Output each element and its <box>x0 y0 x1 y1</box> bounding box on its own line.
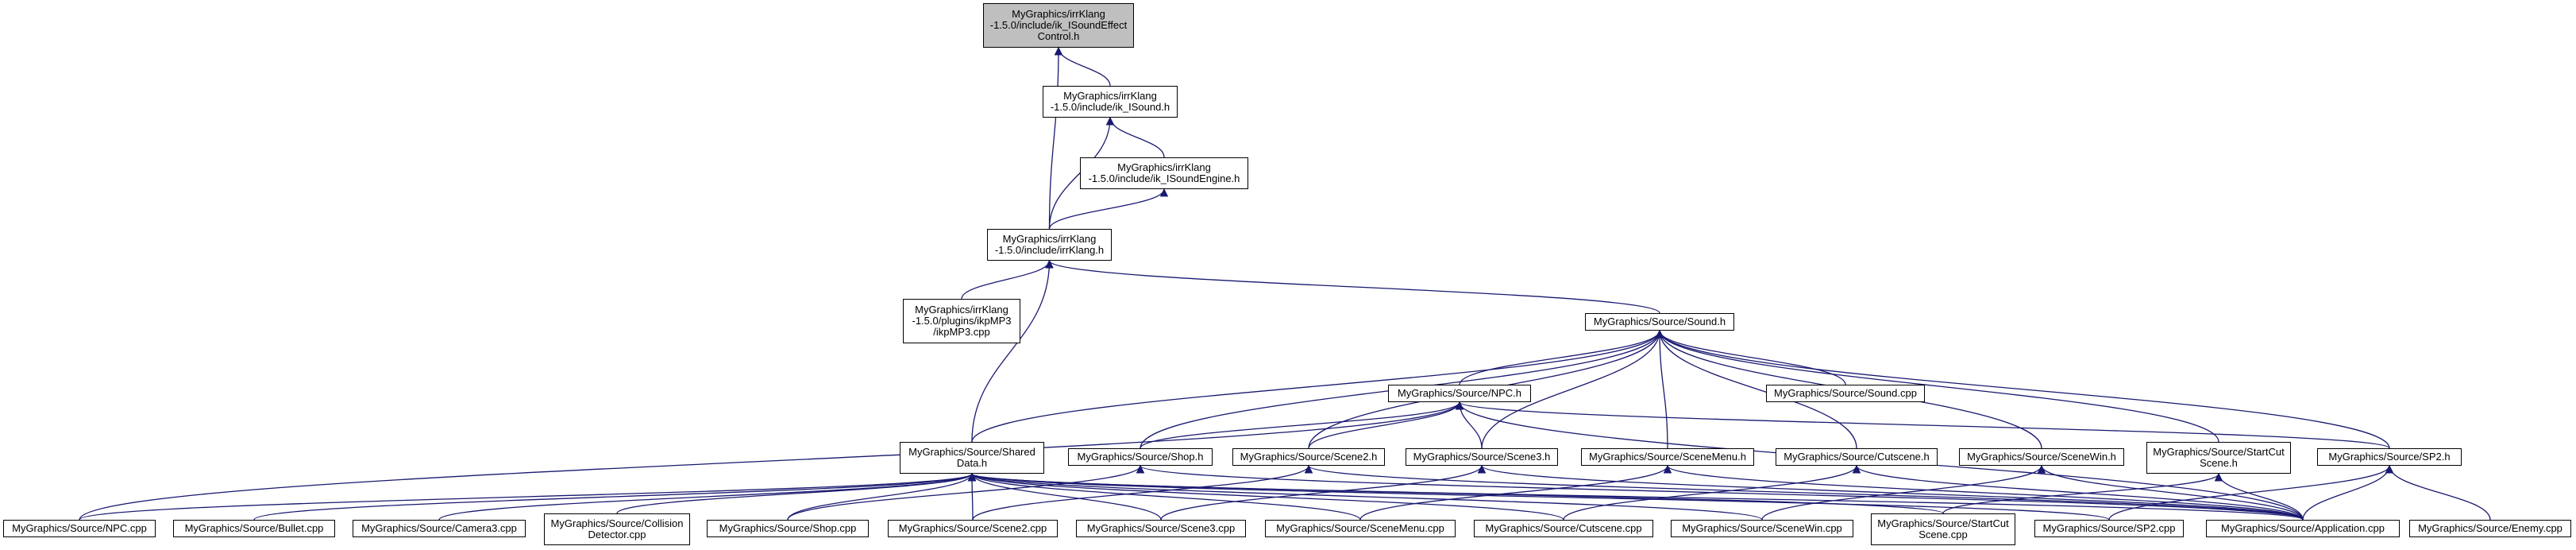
edge-n16-to-n5 <box>1655 329 2390 449</box>
node-sound-h[interactable]: MyGraphics/Source/Sound.h <box>1585 313 1734 331</box>
edge-n17-to-n7 <box>79 401 1463 521</box>
node-shareddata-h[interactable]: MyGraphics/Source/Shared Data.h <box>900 442 1044 474</box>
node-scenewin-h[interactable]: MyGraphics/Source/SceneWin.h <box>1959 448 2124 466</box>
edge-n26-to-n14 <box>1761 464 2046 521</box>
node-startcutscene-cpp[interactable]: MyGraphics/Source/StartCut Scene.cpp <box>1871 513 2015 545</box>
edge-n15-to-n5 <box>1655 329 2219 443</box>
node-collisiondetector-cpp[interactable]: MyGraphics/Source/Collision Detector.cpp <box>544 513 690 545</box>
edge-n6-to-n5 <box>971 329 1664 443</box>
edge-n29-to-n10 <box>1305 464 2304 521</box>
node-irrklang-h[interactable]: MyGraphics/irrKlang -1.5.0/include/irrKl… <box>987 229 1112 261</box>
edge-n7-to-n5 <box>1459 329 1664 385</box>
edge-n22-to-n6 <box>967 472 977 521</box>
edge-n23-to-n11 <box>1160 464 1487 521</box>
edge-n29-to-n13 <box>1852 464 2304 521</box>
edge-n4-to-n3 <box>961 259 1054 300</box>
edge-n24-to-n12 <box>1359 464 1672 521</box>
edge-n12-to-n5 <box>1655 329 1668 449</box>
edge-n25-to-n6 <box>968 472 1564 521</box>
node-startcutscene-h[interactable]: MyGraphics/Source/StartCut Scene.h <box>2146 442 2291 474</box>
node-npc-h[interactable]: MyGraphics/Source/NPC.h <box>1388 385 1531 402</box>
edge-n3-to-n1 <box>1048 116 1115 230</box>
edge-n26-to-n6 <box>968 472 1763 521</box>
node-cutscene-h[interactable]: MyGraphics/Source/Cutscene.h <box>1776 448 1938 466</box>
edge-n29-to-n14 <box>2037 464 2304 521</box>
node-scene3-h[interactable]: MyGraphics/Source/Scene3.h <box>1406 448 1558 466</box>
edge-n9-to-n7 <box>1140 401 1464 449</box>
edge-n29-to-n9 <box>1136 464 2304 521</box>
edge-n29-to-n15 <box>2214 472 2304 521</box>
node-scene2-cpp[interactable]: MyGraphics/Source/Scene2.cpp <box>888 520 1058 537</box>
node-ik-isoundeffectcontrol-h: MyGraphics/irrKlang -1.5.0/include/ik_IS… <box>983 3 1134 48</box>
node-scene2-h[interactable]: MyGraphics/Source/Scene2.h <box>1232 448 1385 466</box>
node-enemy-cpp[interactable]: MyGraphics/Source/Enemy.cpp <box>2409 520 2571 537</box>
edge-n29-to-n11 <box>1478 464 2304 521</box>
node-ik-isoundengine-h[interactable]: MyGraphics/irrKlang -1.5.0/include/ik_IS… <box>1080 157 1248 189</box>
node-sound-cpp[interactable]: MyGraphics/Source/Sound.cpp <box>1766 385 1925 402</box>
node-sp2-h[interactable]: MyGraphics/Source/SP2.h <box>2317 448 2462 466</box>
node-ikpmp3-cpp[interactable]: MyGraphics/irrKlang -1.5.0/plugins/ikpMP… <box>903 299 1020 343</box>
edge-n11-to-n5 <box>1481 329 1664 449</box>
node-scene3-cpp[interactable]: MyGraphics/Source/Scene3.cpp <box>1076 520 1246 537</box>
edge-n1-to-n0 <box>1054 46 1111 87</box>
node-shop-h[interactable]: MyGraphics/Source/Shop.h <box>1068 448 1213 466</box>
edge-n8-to-n5 <box>1655 329 1846 385</box>
node-scenemenu-cpp[interactable]: MyGraphics/Source/SceneMenu.cpp <box>1265 520 1456 537</box>
edge-n24-to-n6 <box>967 472 1361 521</box>
edge-n16-to-n7 <box>1456 401 2390 449</box>
edge-n25-to-n13 <box>1563 464 1861 521</box>
node-cutscene-cpp[interactable]: MyGraphics/Source/Cutscene.cpp <box>1474 520 1653 537</box>
edge-n29-to-n6 <box>968 472 2304 521</box>
edge-n5-to-n3 <box>1045 259 1660 314</box>
edge-n3-to-n2 <box>1048 188 1169 230</box>
edge-n21-to-n6 <box>787 472 977 521</box>
node-application-cpp[interactable]: MyGraphics/Source/Application.cpp <box>2206 520 2400 537</box>
node-bullet-cpp[interactable]: MyGraphics/Source/Bullet.cpp <box>173 520 335 537</box>
edge-n17-to-n6 <box>79 472 976 521</box>
edge-n28-to-n6 <box>968 472 2110 521</box>
edge-n29-to-n16 <box>2302 464 2394 521</box>
edge-n29-to-n12 <box>1664 464 2304 521</box>
edge-n20-to-n6 <box>616 472 977 514</box>
edge-n27-to-n15 <box>1942 472 2223 514</box>
node-ik-isound-h[interactable]: MyGraphics/irrKlang -1.5.0/include/ik_IS… <box>1043 86 1178 118</box>
edge-n30-to-n16 <box>2385 464 2491 521</box>
edge-n22-to-n10 <box>972 464 1313 521</box>
edge-n28-to-n16 <box>2108 464 2394 521</box>
edge-n18-to-n6 <box>253 472 976 521</box>
edge-n2-to-n1 <box>1105 116 1165 158</box>
edge-n21-to-n9 <box>787 464 1145 521</box>
node-scenemenu-h[interactable]: MyGraphics/Source/SceneMenu.h <box>1581 448 1754 466</box>
node-shop-cpp[interactable]: MyGraphics/Source/Shop.cpp <box>707 520 869 537</box>
edge-n6-to-n3 <box>971 259 1054 443</box>
node-camera3-cpp[interactable]: MyGraphics/Source/Camera3.cpp <box>353 520 526 537</box>
edge-n3-to-n0 <box>1048 46 1063 230</box>
node-sp2-cpp[interactable]: MyGraphics/Source/SP2.cpp <box>2034 520 2184 537</box>
node-scenewin-cpp[interactable]: MyGraphics/Source/SceneWin.cpp <box>1671 520 1853 537</box>
edge-n13-to-n5 <box>1655 329 1857 449</box>
edge-n23-to-n6 <box>967 472 1162 521</box>
edge-n11-to-n7 <box>1455 401 1483 449</box>
edge-n10-to-n7 <box>1308 401 1464 449</box>
node-npc-cpp[interactable]: MyGraphics/Source/NPC.cpp <box>3 520 156 537</box>
